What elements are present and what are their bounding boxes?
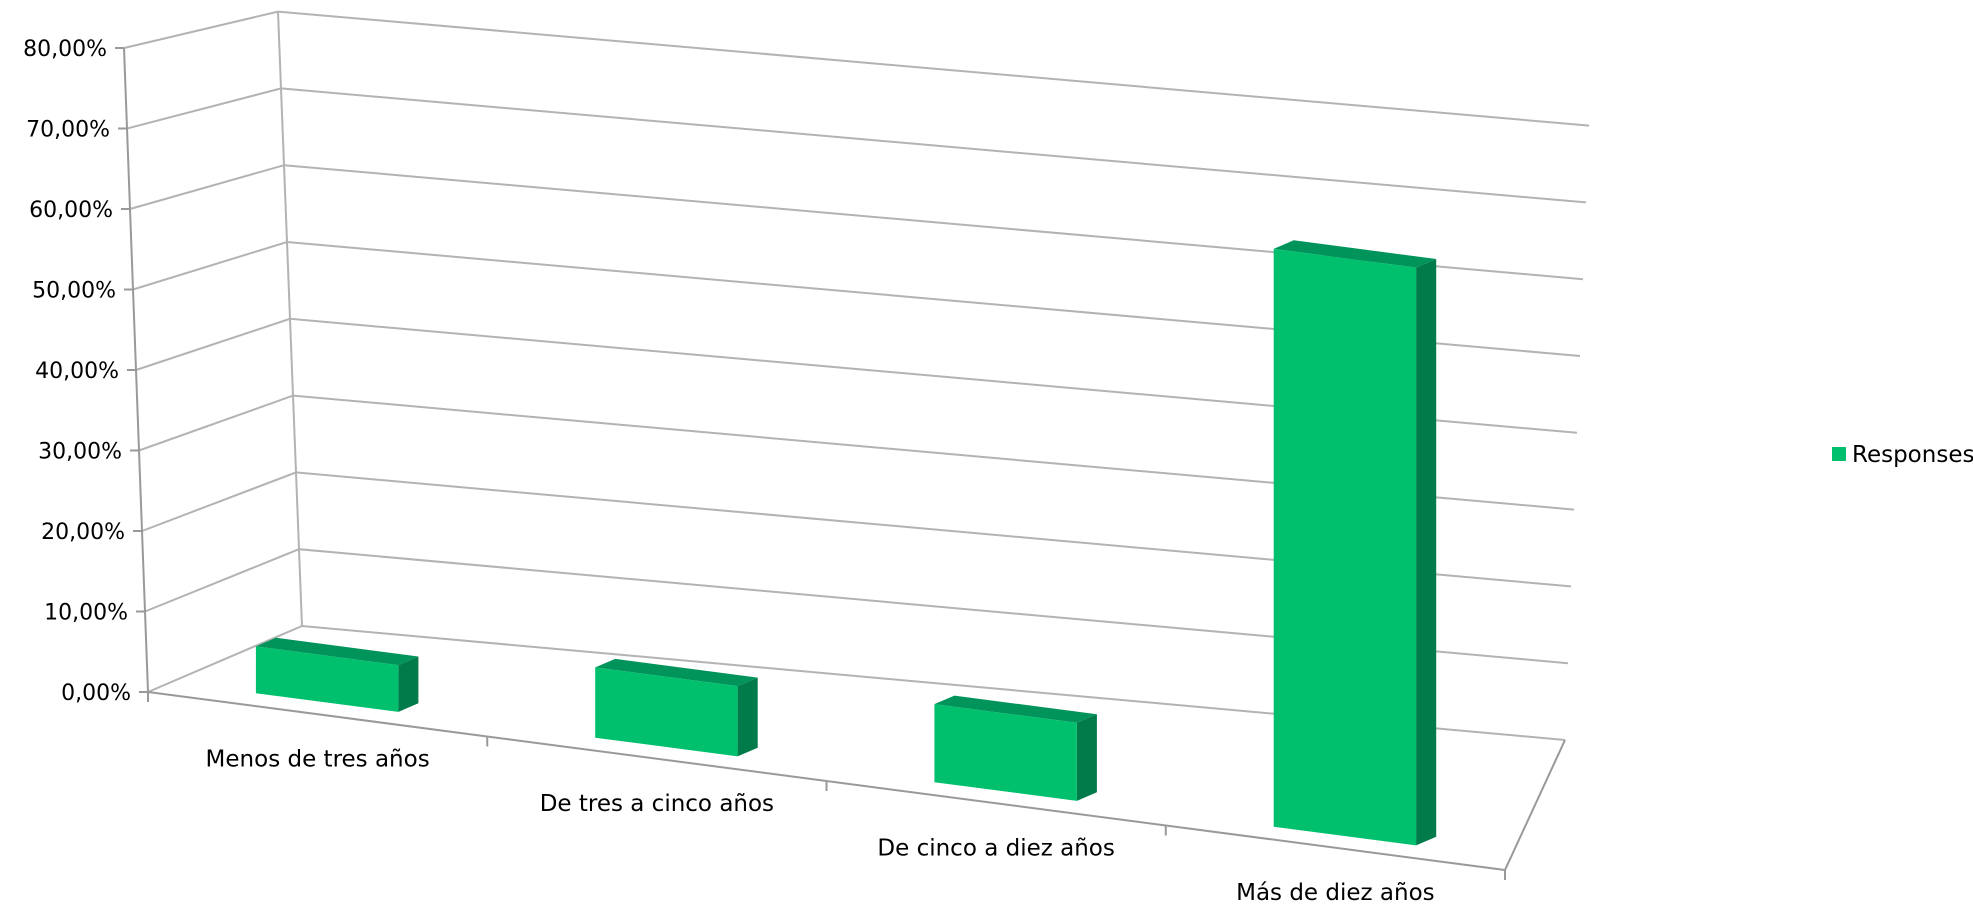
y-tick-label: 70,00%: [26, 118, 110, 143]
bar-3: [934, 695, 1097, 801]
x-axis-category-labels: Menos de tres años De tres a cinco años De…: [206, 746, 1435, 904]
y-axis-tick-labels: 0,00% 10,00% 20,00% 30,00% 40,00% 50,00% 60,00…: [23, 37, 131, 706]
bar-side: [737, 677, 758, 757]
y-tick-label: 40,00%: [35, 359, 119, 384]
bar-top: [1273, 240, 1437, 268]
x-category-label: De tres a cinco años: [540, 791, 774, 817]
y-tick-label: 50,00%: [32, 279, 116, 304]
x-category-label: De cinco a diez años: [877, 835, 1114, 861]
y-tick-label: 0,00%: [61, 681, 131, 706]
bar-4: [1273, 240, 1437, 846]
bar-top: [595, 658, 758, 687]
legend-label-responses: Responses: [1852, 442, 1973, 468]
legend-swatch-responses: [1832, 447, 1846, 461]
gridline: [123, 10, 1590, 127]
y-tick-label: 60,00%: [29, 198, 113, 223]
x-category-label: Más de diez años: [1236, 880, 1435, 904]
bar-1: [255, 637, 419, 712]
bar-front: [1273, 248, 1417, 846]
y-tick-label: 10,00%: [44, 601, 128, 626]
bar-side: [398, 656, 419, 712]
bar-side: [1076, 714, 1097, 801]
y-tick-label: 20,00%: [41, 520, 125, 545]
bar-2: [595, 658, 758, 757]
bar-front: [934, 704, 1077, 801]
y-tick-label: 80,00%: [23, 37, 107, 62]
bars: [255, 240, 1437, 846]
legend: Responses: [1832, 442, 1973, 468]
x-category-label: Menos de tres años: [206, 746, 430, 772]
bar-front: [255, 646, 399, 712]
y-tick-label: 30,00%: [38, 440, 122, 465]
back-corner-edge: [277, 11, 303, 627]
bar-top: [934, 695, 1097, 723]
bar-front: [595, 667, 738, 757]
bar-top: [255, 637, 419, 666]
axes: [115, 11, 1566, 880]
bar-side: [1416, 259, 1437, 846]
